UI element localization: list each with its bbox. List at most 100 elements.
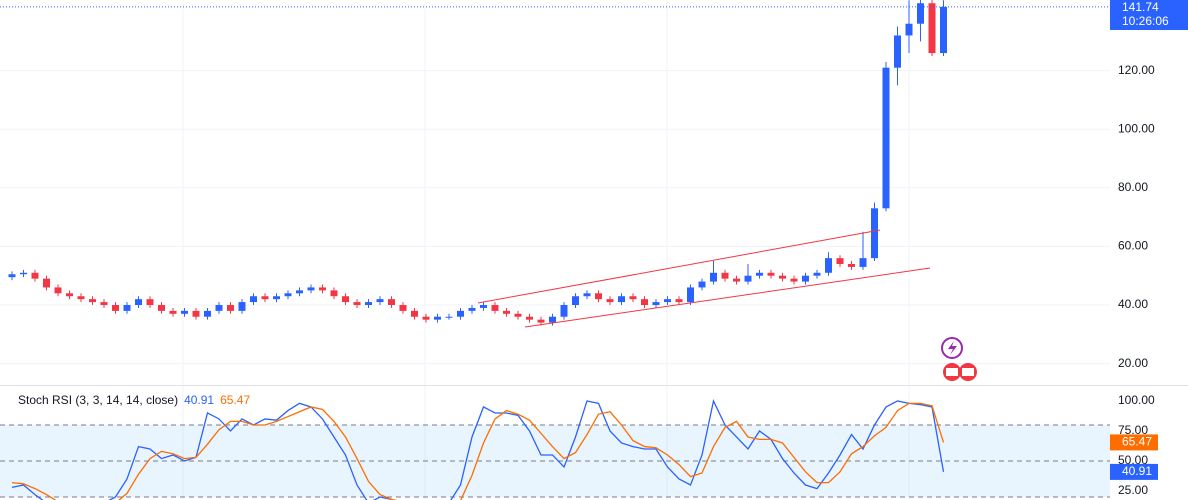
candle-body bbox=[20, 272, 27, 275]
candle-body bbox=[100, 302, 108, 306]
candle-body bbox=[411, 310, 418, 317]
y-tick-label: 25.00 bbox=[1118, 483, 1148, 497]
candle-body bbox=[744, 275, 752, 282]
candle-body bbox=[146, 299, 154, 306]
candle-body bbox=[284, 293, 292, 297]
candle-body bbox=[66, 293, 73, 297]
candle-body bbox=[836, 258, 844, 264]
candle-body bbox=[261, 296, 269, 300]
candle-body bbox=[388, 299, 395, 306]
candle-body bbox=[871, 208, 878, 259]
candle-body bbox=[917, 3, 924, 24]
y-tick-label: 60.00 bbox=[1118, 239, 1148, 253]
y-tick-label: 100.00 bbox=[1118, 393, 1155, 407]
y-tick-label: 40.00 bbox=[1118, 297, 1148, 311]
candle-body bbox=[848, 263, 855, 267]
last-price-box bbox=[1110, 0, 1188, 30]
candle-body bbox=[560, 305, 568, 317]
candle-body bbox=[135, 299, 142, 306]
candle-body bbox=[503, 310, 510, 314]
candle-body bbox=[353, 302, 361, 306]
candle-body bbox=[273, 296, 280, 300]
value-box bbox=[1110, 434, 1158, 451]
channel-drawing bbox=[477, 229, 931, 328]
candle-body bbox=[54, 287, 62, 294]
candle-body bbox=[882, 67, 890, 209]
indicator-value: 65.47 bbox=[220, 393, 250, 407]
price-pane bbox=[0, 0, 1110, 365]
candle-body bbox=[664, 299, 671, 303]
candle-body bbox=[687, 287, 694, 303]
candle-body bbox=[89, 299, 96, 303]
candle-body bbox=[779, 275, 786, 279]
candle-body bbox=[43, 278, 50, 288]
candle-body bbox=[940, 6, 947, 54]
candle-body bbox=[181, 310, 188, 314]
value-box-label: 40.91 bbox=[1122, 464, 1152, 478]
candle-body bbox=[491, 305, 499, 311]
candle-body bbox=[342, 296, 349, 303]
candle-body bbox=[434, 316, 441, 320]
candle-body bbox=[721, 272, 729, 279]
candle-body bbox=[319, 287, 326, 291]
candle-body bbox=[399, 305, 407, 311]
last-price-label: 141.74 bbox=[1122, 0, 1159, 14]
event-icons[interactable] bbox=[941, 337, 977, 381]
candle-body bbox=[572, 296, 579, 306]
candle-body bbox=[813, 272, 821, 276]
candle-body bbox=[77, 296, 85, 300]
y-tick-label: 50.00 bbox=[1118, 453, 1148, 467]
candle-body bbox=[710, 272, 717, 282]
stoch-line bbox=[11, 402, 945, 500]
candle-body bbox=[215, 305, 223, 311]
candle-body bbox=[514, 313, 522, 317]
candle-body bbox=[526, 316, 533, 320]
candle-body bbox=[733, 278, 740, 282]
stoch-pane: Stoch RSI (3, 3, 14, 14, close) 40.91 65.4… bbox=[0, 393, 1110, 500]
candle-body bbox=[365, 302, 372, 306]
candle-body bbox=[652, 302, 660, 306]
candle-body bbox=[457, 310, 464, 317]
candle-body bbox=[250, 296, 257, 303]
candle-body bbox=[445, 316, 453, 318]
countdown-label: 10:26:06 bbox=[1122, 14, 1169, 28]
candle-body bbox=[376, 299, 384, 303]
stoch-line bbox=[11, 398, 945, 500]
candle-body bbox=[802, 275, 809, 282]
y-tick-label: 75.00 bbox=[1118, 423, 1148, 437]
candle-body bbox=[537, 319, 545, 323]
candle-body bbox=[330, 290, 338, 297]
candle-body bbox=[675, 299, 683, 303]
candle-body bbox=[618, 296, 625, 303]
candle-body bbox=[905, 23, 913, 36]
candle-body bbox=[641, 299, 648, 306]
candle-body bbox=[825, 258, 832, 273]
candle-body bbox=[894, 35, 901, 68]
price-axis: 20.0040.0060.0080.00100.00120.00141.7410… bbox=[1110, 0, 1188, 497]
indicator-title: Stoch RSI (3, 3, 14, 14, close) bbox=[18, 393, 178, 407]
candle-body bbox=[123, 305, 131, 311]
candle-body bbox=[767, 272, 775, 276]
value-box-label: 65.47 bbox=[1122, 435, 1152, 449]
candle-body bbox=[169, 310, 177, 314]
candle-body bbox=[296, 290, 303, 294]
stoch-lines bbox=[11, 398, 945, 500]
indicator-value: 40.91 bbox=[184, 393, 214, 407]
time-grid bbox=[182, 0, 910, 500]
candle-body bbox=[307, 287, 315, 291]
candle-body bbox=[629, 296, 637, 300]
candle-body bbox=[158, 305, 165, 311]
candle-body bbox=[422, 316, 430, 320]
y-tick-label: 100.00 bbox=[1118, 121, 1155, 135]
candle-body bbox=[790, 278, 798, 282]
candle-body bbox=[31, 272, 39, 279]
candle-body bbox=[606, 299, 614, 303]
value-box bbox=[1110, 463, 1158, 480]
candle-body bbox=[204, 310, 211, 317]
candle-body bbox=[238, 302, 246, 311]
candle-body bbox=[756, 272, 763, 276]
candle-body bbox=[468, 307, 476, 311]
candle-body bbox=[859, 258, 867, 267]
candle-body bbox=[192, 310, 200, 317]
